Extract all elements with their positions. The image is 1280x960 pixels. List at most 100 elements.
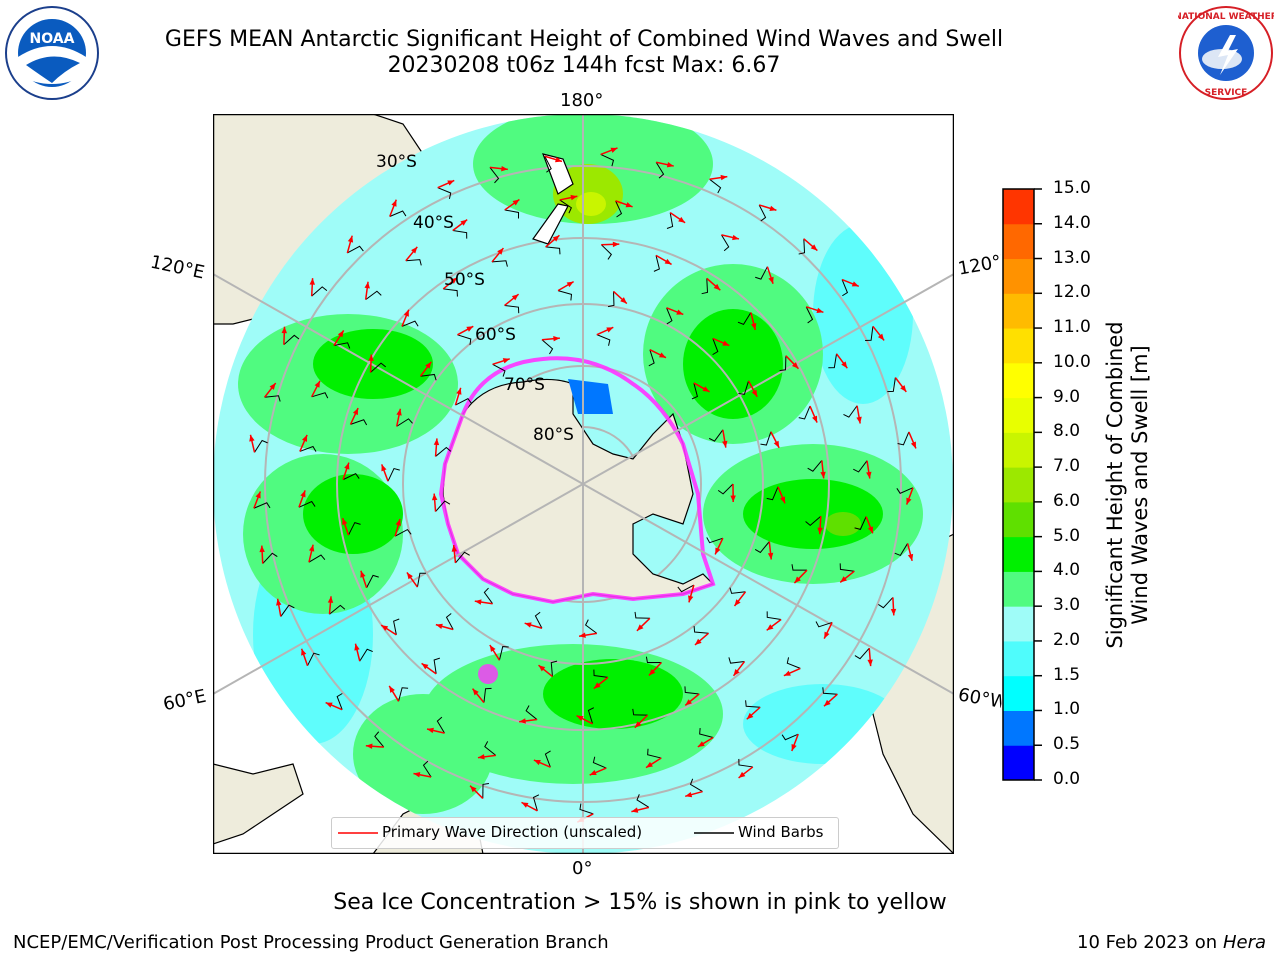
wave-arrow-head (730, 495, 736, 502)
wave-arrow-head (702, 386, 710, 392)
wind-barb (545, 246, 561, 255)
lon-label-60w: 60°W (956, 684, 1004, 713)
wind-barb (393, 618, 400, 635)
wind-barb (587, 707, 595, 724)
colorbar-tick-label: 10.0 (1053, 351, 1091, 372)
wind-barb (593, 669, 609, 678)
wind-barb (534, 611, 543, 629)
wind-barb (492, 363, 506, 377)
colorbar-tick-label: 11.0 (1053, 317, 1091, 338)
wind-barb (738, 758, 753, 768)
wind-barb (359, 648, 373, 662)
wind-barb (333, 342, 351, 349)
wave-arrow-head (431, 493, 438, 501)
wave-arrow-head (552, 235, 560, 242)
colorbar-swatch (1003, 293, 1034, 329)
wind-barb (666, 307, 673, 325)
wave-arrow-head (856, 416, 862, 424)
wave-arrow-head (794, 576, 801, 584)
wave-arrow-head (678, 216, 686, 223)
wind-barb (307, 652, 320, 666)
wind-barb (894, 543, 909, 557)
wind-barb (760, 431, 772, 446)
wave-arrow-head (450, 277, 458, 284)
wind-barb (600, 244, 613, 260)
wave-arrow-head (255, 491, 261, 499)
colorbar-tick-label: 1.5 (1053, 664, 1081, 685)
lat-label-80s: 80°S (533, 425, 574, 445)
footer-host: Hera (1222, 932, 1266, 953)
wind-barb (280, 604, 295, 617)
wave-arrow-head (364, 281, 370, 289)
wave-arrow-head (715, 547, 721, 555)
colorbar-swatch (1003, 362, 1034, 399)
wind-barb (557, 290, 573, 301)
lon-label-0: 0° (572, 858, 593, 879)
wind-barb (653, 255, 660, 272)
wave-arrow-head (620, 297, 627, 304)
wind-barb (387, 467, 400, 482)
wind-barb (666, 212, 674, 229)
wind-barb (532, 794, 540, 811)
wave-arrow-head (746, 712, 754, 720)
footer-date: 10 Feb 2023 on Hera (1077, 932, 1266, 953)
wave-arrow-head (314, 380, 320, 388)
wave-arrow-head (524, 622, 532, 628)
wind-barb (854, 647, 870, 660)
wind-barb (729, 587, 746, 594)
wave-arrow-head (722, 440, 728, 448)
wave-arrow-head (451, 545, 458, 552)
wave-arrow-head (792, 362, 799, 369)
wind-barb (766, 611, 782, 621)
wave-arrow-head (812, 415, 818, 423)
wind-barb (600, 154, 615, 167)
wind-barb (435, 446, 452, 457)
wind-barb (755, 266, 768, 280)
colorbar-swatch (1003, 223, 1034, 260)
wind-barb (738, 380, 750, 395)
wind-barb (452, 229, 468, 239)
wind-barb (647, 748, 662, 759)
wave-arrow-head (697, 741, 705, 747)
wave-arrow-head (816, 307, 824, 313)
wind-barb (615, 200, 623, 218)
svg-text:SERVICE: SERVICE (1205, 88, 1248, 98)
wind-barb (579, 803, 594, 815)
colorbar-swatch (1003, 467, 1034, 503)
colorbar-swatch (1003, 432, 1034, 468)
wave-arrow-head (738, 771, 746, 778)
wave-arrow-head (733, 669, 740, 676)
colorbar-swatch (1003, 328, 1034, 364)
wind-barb (445, 613, 454, 630)
wind-barb (781, 733, 799, 741)
wind-barb (805, 306, 814, 324)
wind-barb (691, 382, 699, 400)
wave-arrow-head (773, 440, 780, 448)
wind-barb (455, 397, 472, 406)
wave-arrow-head (435, 623, 443, 630)
wave-arrow-head (783, 670, 791, 676)
wind-barb (350, 419, 368, 426)
wind-barb (544, 155, 552, 173)
wind-barb (607, 291, 615, 308)
wind-barb (634, 611, 650, 619)
wave-arrow-head (664, 258, 672, 265)
wind-barb (689, 778, 703, 793)
wave-arrow-head (456, 387, 462, 395)
wave-arrow-head (751, 389, 758, 397)
wave-height-map (213, 114, 954, 854)
wind-barb (712, 338, 719, 356)
wave-arrow-head (325, 702, 333, 708)
colorbar-tick-label: 14.0 (1053, 212, 1091, 233)
wave-arrow-head (421, 663, 429, 670)
sea-ice-rim (438, 356, 716, 605)
wind-barb (299, 445, 317, 452)
wind-barb (822, 687, 838, 695)
wind-barb (311, 286, 328, 297)
wave-arrow-head (685, 791, 693, 798)
legend-wave-label: Primary Wave Direction (unscaled) (382, 823, 643, 841)
colorbar-swatch (1003, 710, 1034, 746)
wind-barb (865, 326, 874, 341)
colorbar-tick-label: 5.0 (1053, 525, 1081, 546)
colorbar-swatch (1003, 640, 1034, 677)
